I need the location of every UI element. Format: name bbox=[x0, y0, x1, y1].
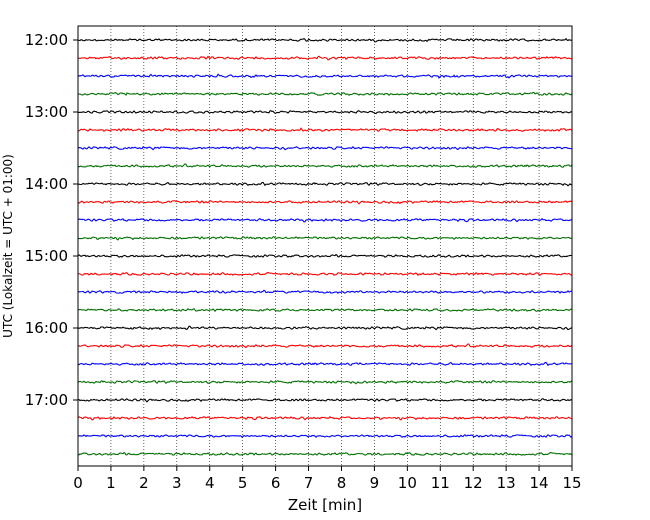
y-tick-label: 17:00 bbox=[25, 391, 68, 409]
x-tick-label: 2 bbox=[139, 474, 149, 492]
x-tick-label: 7 bbox=[304, 474, 314, 492]
seismic-trace bbox=[77, 236, 573, 241]
seismic-trace bbox=[77, 398, 573, 403]
x-tick-label: 14 bbox=[530, 474, 549, 492]
y-tick-label: 15:00 bbox=[25, 247, 68, 265]
y-tick-label: 13:00 bbox=[25, 103, 68, 121]
x-tick-label: 0 bbox=[73, 474, 83, 492]
y-axis-label: UTC (Lokalzeit = UTC + 01:00) bbox=[1, 154, 15, 338]
seismic-trace bbox=[77, 200, 573, 205]
x-tick-label: 6 bbox=[271, 474, 281, 492]
seismic-trace bbox=[77, 163, 573, 168]
y-axis-ticks: 12:00 13:00 14:00 15:00 16:00 17:00 bbox=[25, 31, 78, 409]
x-tick-label: 1 bbox=[106, 474, 116, 492]
seismic-trace bbox=[77, 37, 572, 43]
seismic-trace bbox=[77, 91, 573, 97]
x-tick-label: 11 bbox=[431, 474, 450, 492]
seismic-trace bbox=[77, 127, 573, 132]
seismic-trace bbox=[77, 361, 573, 367]
seismic-trace bbox=[77, 271, 573, 276]
plot-frame bbox=[77, 25, 573, 467]
x-tick-label: 3 bbox=[172, 474, 182, 492]
seismic-trace bbox=[77, 289, 573, 294]
seismic-trace bbox=[77, 380, 573, 385]
seismic-trace bbox=[77, 145, 573, 151]
seismic-trace bbox=[77, 181, 573, 187]
x-tick-label: 12 bbox=[464, 474, 483, 492]
x-axis-label: Zeit [min] bbox=[288, 496, 362, 514]
seismic-trace bbox=[77, 218, 573, 223]
seismic-trace bbox=[77, 434, 573, 439]
x-tick-label: 8 bbox=[337, 474, 347, 492]
seismic-trace bbox=[77, 55, 573, 61]
y-tick-label: 16:00 bbox=[25, 319, 68, 337]
x-tick-label: 4 bbox=[205, 474, 215, 492]
seismic-trace bbox=[77, 253, 573, 258]
seismic-trace bbox=[77, 73, 573, 79]
seismic-traces bbox=[77, 37, 573, 456]
seismic-trace bbox=[77, 343, 573, 349]
seismic-trace bbox=[77, 416, 573, 421]
x-tick-label: 13 bbox=[497, 474, 516, 492]
vertical-gridlines bbox=[110, 26, 540, 466]
seismic-trace bbox=[77, 325, 573, 331]
seismic-trace bbox=[77, 451, 573, 456]
x-tick-label: 10 bbox=[398, 474, 417, 492]
seismic-trace bbox=[77, 110, 573, 115]
x-tick-label: 15 bbox=[562, 474, 581, 492]
x-axis-ticks: 0 1 2 3 4 5 6 7 8 9 10 11 12 13 14 15 bbox=[73, 466, 582, 492]
x-tick-label: 5 bbox=[238, 474, 248, 492]
y-tick-label: 12:00 bbox=[25, 31, 68, 49]
x-tick-label: 9 bbox=[370, 474, 380, 492]
y-tick-label: 14:00 bbox=[25, 175, 68, 193]
seismic-trace bbox=[77, 308, 573, 313]
